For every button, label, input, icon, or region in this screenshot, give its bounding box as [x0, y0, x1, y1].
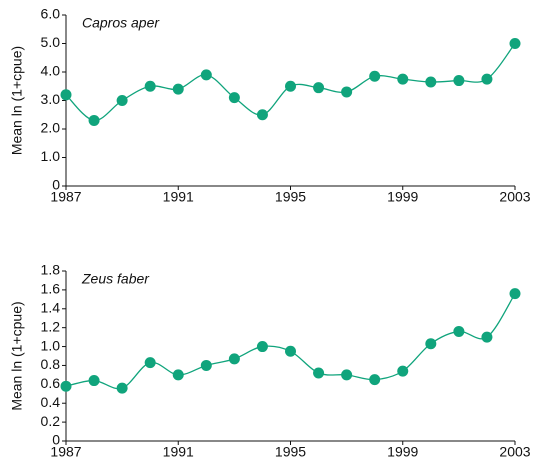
point	[285, 345, 296, 357]
y-tick-label: 1.0	[41, 337, 61, 353]
x-tick-label: 1987	[50, 444, 81, 460]
point	[453, 75, 465, 87]
point	[509, 38, 521, 49]
point	[172, 369, 184, 381]
y-tick-label: 1.0	[41, 148, 61, 164]
point	[369, 70, 381, 82]
point	[88, 375, 100, 387]
y-tick-label: 4.0	[41, 63, 61, 79]
y-tick-label: 0.4	[41, 394, 61, 410]
x-tick-label: 1999	[387, 444, 418, 460]
point	[341, 86, 353, 98]
point	[313, 367, 325, 379]
point	[116, 382, 128, 394]
point	[88, 114, 100, 126]
y-axis-label: Mean ln (1+cpue)	[9, 301, 25, 410]
point	[228, 353, 240, 365]
point	[481, 331, 493, 343]
point	[256, 341, 268, 353]
point	[116, 95, 128, 106]
x-tick-label: 1995	[275, 189, 306, 205]
chart-title: Zeus faber	[81, 271, 150, 287]
point	[60, 89, 72, 101]
y-tick-label: 1.6	[41, 281, 61, 297]
y-tick-label: 2.0	[41, 120, 61, 136]
chart-title: Capros aper	[82, 15, 160, 31]
x-tick-label: 2003	[499, 444, 530, 460]
x-tick-label: 1995	[275, 444, 306, 460]
point	[200, 69, 212, 81]
point	[369, 374, 381, 386]
x-tick-label: 1991	[163, 189, 194, 205]
point	[453, 325, 465, 337]
x-tick-label: 2003	[499, 189, 530, 205]
y-tick-label: 1.2	[41, 318, 61, 334]
y-tick-label: 0	[52, 177, 60, 193]
point	[397, 365, 409, 377]
point	[481, 73, 493, 85]
point	[313, 82, 325, 94]
y-tick-label: 0.6	[41, 375, 61, 391]
point	[509, 288, 521, 300]
y-tick-label: 0	[52, 432, 60, 448]
y-tick-label: 6.0	[41, 6, 61, 22]
x-tick-label: 1999	[387, 189, 418, 205]
point	[228, 92, 240, 104]
y-tick-label: 5.0	[41, 34, 61, 50]
point	[341, 369, 353, 381]
y-tick-label: 3.0	[41, 91, 61, 107]
line	[65, 293, 516, 390]
y-tick-label: 1.4	[41, 299, 61, 315]
point	[144, 80, 156, 92]
x-tick-label: 1987	[50, 189, 81, 205]
point	[172, 83, 184, 95]
x-tick-label: 1991	[163, 444, 194, 460]
point	[425, 76, 437, 88]
point	[285, 80, 296, 92]
point	[397, 73, 409, 85]
y-tick-label: 1.8	[41, 262, 61, 278]
point	[144, 357, 156, 369]
y-axis-label: Mean ln (1+cpue)	[9, 46, 25, 155]
point	[425, 338, 437, 350]
point	[200, 359, 212, 371]
point	[256, 109, 268, 121]
y-tick-label: 0.2	[41, 413, 61, 429]
point	[60, 380, 72, 392]
y-tick-label: 0.8	[41, 356, 61, 372]
